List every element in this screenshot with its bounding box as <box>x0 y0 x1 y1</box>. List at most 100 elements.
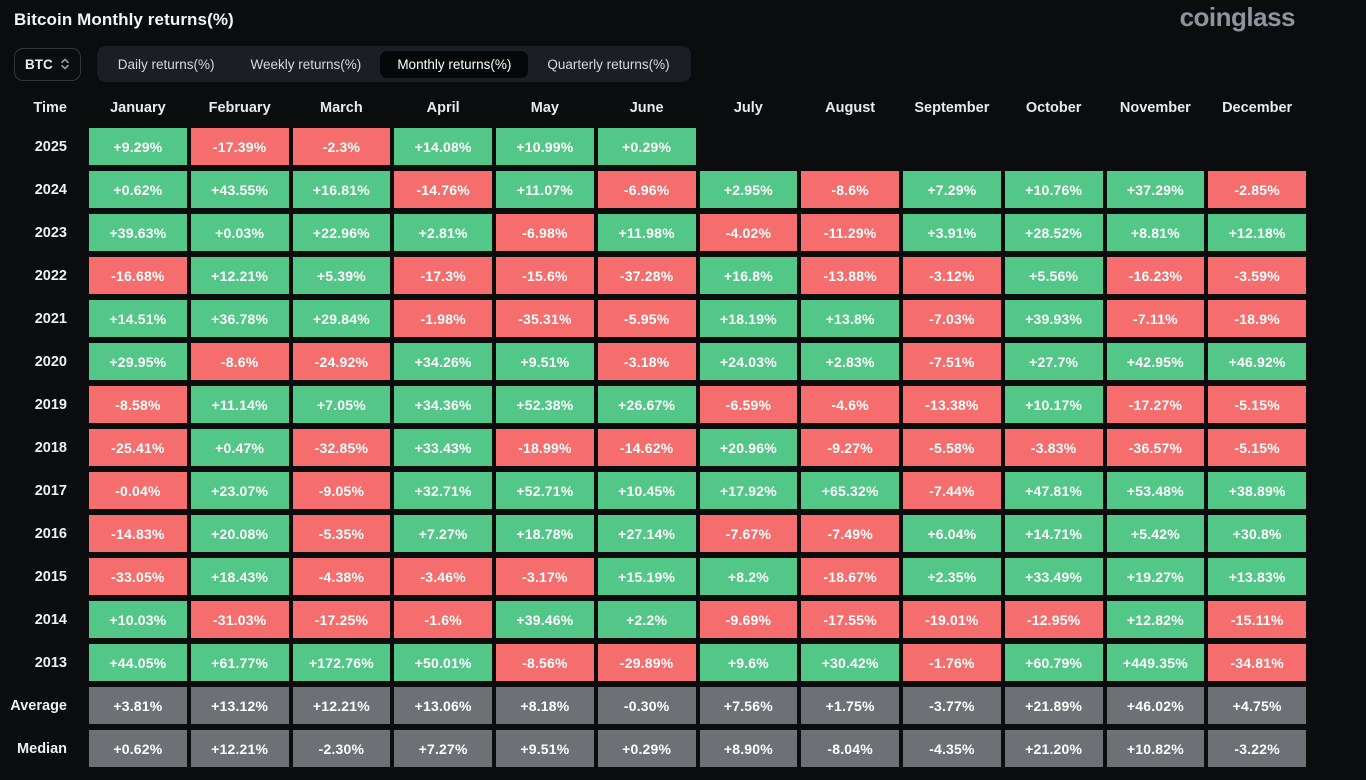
return-cell: -9.27% <box>801 429 899 466</box>
return-cell: +42.95% <box>1106 343 1205 380</box>
tab-quarterly-returns[interactable]: Quarterly returns(%) <box>547 56 670 72</box>
return-cell: +0.62% <box>89 171 187 208</box>
return-cell: -36.57% <box>1106 429 1205 466</box>
return-cell: +18.78% <box>496 515 594 552</box>
return-cell: +12.21% <box>292 687 391 724</box>
return-cell: -17.27% <box>1106 386 1205 423</box>
return-cell: -13.38% <box>903 386 1001 423</box>
return-cell: +16.8% <box>699 257 798 294</box>
return-cell: +3.81% <box>89 687 187 724</box>
return-cell: -29.89% <box>597 644 696 681</box>
return-cell: -16.23% <box>1106 257 1205 294</box>
return-cell: -18.9% <box>1208 300 1306 337</box>
tab-daily-returns[interactable]: Daily returns(%) <box>117 56 215 72</box>
return-cell: +39.93% <box>1004 300 1103 337</box>
return-cell: -32.85% <box>292 429 391 466</box>
column-header-may: May <box>530 100 559 116</box>
return-cell: +15.19% <box>597 558 696 595</box>
return-cell: +6.04% <box>903 515 1001 552</box>
return-cell: +34.36% <box>394 386 492 423</box>
return-cell: +5.42% <box>1106 515 1205 552</box>
return-cell: +10.03% <box>89 601 187 638</box>
return-cell: +10.99% <box>496 128 594 165</box>
return-cell: +1.75% <box>801 687 899 724</box>
row-label-2023: 2023 <box>34 224 67 241</box>
return-cell: +9.6% <box>699 644 798 681</box>
return-cell: +30.8% <box>1208 515 1306 552</box>
row-label-2014: 2014 <box>34 611 67 628</box>
return-cell: -15.6% <box>496 257 594 294</box>
return-cell: -3.59% <box>1208 257 1306 294</box>
return-cell: +44.05% <box>89 644 187 681</box>
return-cell: -7.49% <box>801 515 899 552</box>
return-cell: +7.27% <box>394 515 492 552</box>
return-cell: +5.56% <box>1004 257 1103 294</box>
return-cell: -17.39% <box>190 128 289 165</box>
return-cell: +18.43% <box>190 558 289 595</box>
return-cell: +46.92% <box>1208 343 1306 380</box>
empty-cell <box>1107 128 1205 165</box>
page-title: Bitcoin Monthly returns(%) <box>14 10 234 29</box>
updown-chevron-icon <box>60 57 70 71</box>
return-cell: +53.48% <box>1106 472 1205 509</box>
row-label-2020: 2020 <box>34 353 67 370</box>
return-cell: -35.31% <box>496 300 594 337</box>
monthly-returns-table: Time January February March April May June July… <box>0 94 1306 767</box>
return-cell: +2.83% <box>801 343 899 380</box>
symbol-select[interactable]: BTC <box>14 47 81 81</box>
return-cell: -14.76% <box>394 171 492 208</box>
return-cell: +61.77% <box>190 644 289 681</box>
return-cell: -3.46% <box>394 558 492 595</box>
return-cell: -7.44% <box>903 472 1001 509</box>
row-label-2025: 2025 <box>34 138 67 155</box>
return-cell: +2.2% <box>597 601 696 638</box>
return-cell: -17.3% <box>394 257 492 294</box>
row-label-2016: 2016 <box>34 525 67 542</box>
return-cell: -3.17% <box>496 558 594 595</box>
return-cell: -2.85% <box>1208 171 1306 208</box>
return-cell: +33.49% <box>1004 558 1103 595</box>
return-cell: +13.12% <box>190 687 289 724</box>
return-cell: +39.63% <box>89 214 187 251</box>
return-cell: +33.43% <box>394 429 492 466</box>
return-cell: +52.71% <box>496 472 594 509</box>
return-cell: +47.81% <box>1004 472 1103 509</box>
return-cell: +2.81% <box>394 214 492 251</box>
return-cell: +30.42% <box>801 644 899 681</box>
return-cell: +19.27% <box>1106 558 1205 595</box>
return-cell: -1.76% <box>903 644 1001 681</box>
toolbar: BTC Daily returns(%) Weekly returns(%) Mon… <box>14 46 1366 82</box>
return-cell: -9.69% <box>699 601 798 638</box>
return-cell: +0.03% <box>190 214 289 251</box>
column-header-time: Time <box>33 100 67 116</box>
column-header-october: October <box>1025 100 1082 116</box>
return-cell: +12.82% <box>1106 601 1205 638</box>
return-cell: -6.59% <box>699 386 798 423</box>
row-label-2021: 2021 <box>34 310 67 327</box>
return-cell: +26.67% <box>597 386 696 423</box>
tab-weekly-returns[interactable]: Weekly returns(%) <box>250 56 362 72</box>
return-cell: +4.75% <box>1208 687 1306 724</box>
coinglass-logo[interactable]: coinglass <box>1179 2 1296 32</box>
return-cell: +0.29% <box>597 128 696 165</box>
return-cell: -0.04% <box>89 472 187 509</box>
tab-monthly-returns[interactable]: Monthly returns(%) <box>380 50 529 78</box>
return-cell: -15.11% <box>1208 601 1306 638</box>
return-cell: -1.6% <box>394 601 492 638</box>
return-cell: -12.95% <box>1004 601 1103 638</box>
return-cell: +14.08% <box>394 128 492 165</box>
return-cell: -18.99% <box>496 429 594 466</box>
return-cell: +8.90% <box>699 730 798 767</box>
return-cell: +28.52% <box>1004 214 1103 251</box>
return-cell: +50.01% <box>394 644 492 681</box>
return-cell: -24.92% <box>292 343 391 380</box>
return-cell: -31.03% <box>190 601 289 638</box>
row-label-2019: 2019 <box>34 396 67 413</box>
return-cell: +38.89% <box>1208 472 1306 509</box>
return-cell: +20.96% <box>699 429 798 466</box>
returns-tab-bar: Daily returns(%) Weekly returns(%) Monthly… <box>96 46 691 82</box>
return-cell: -4.35% <box>903 730 1001 767</box>
return-cell: +13.06% <box>394 687 492 724</box>
row-label-2024: 2024 <box>34 181 67 198</box>
return-cell: +14.51% <box>89 300 187 337</box>
